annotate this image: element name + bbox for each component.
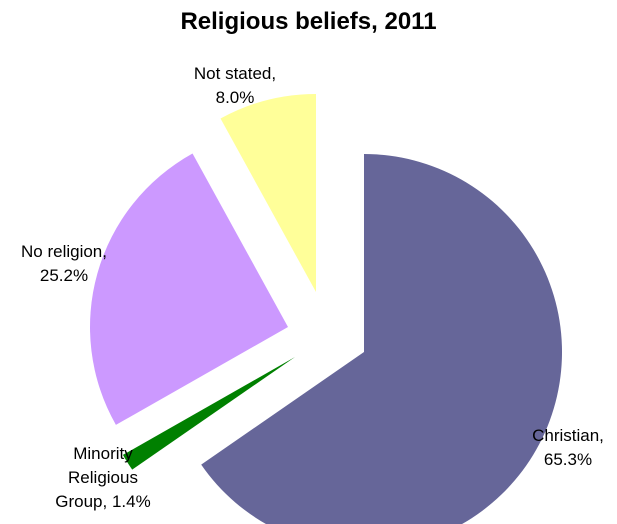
pie-slice-minority-religious-group <box>122 357 295 470</box>
label-not-stated: Not stated, 8.0% <box>193 64 277 107</box>
label-christian: Christian, 65.3% <box>532 426 604 469</box>
pie-slice-christian <box>201 154 562 524</box>
pie-slice-no-religion <box>90 153 288 425</box>
chart-title: Religious beliefs, 2011 <box>180 8 437 35</box>
label-no-religion: No religion, 25.2% <box>21 242 107 285</box>
label-minority-religious-group: Minority Religious Group, 1.4% <box>55 444 151 511</box>
pie-slice-not-stated <box>220 94 316 292</box>
